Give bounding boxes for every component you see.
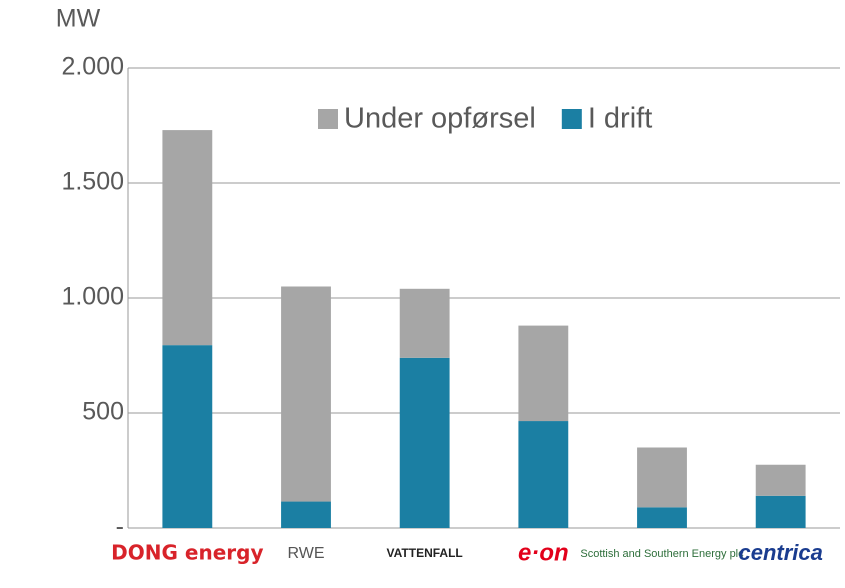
bar-segment (281, 501, 331, 528)
bar-segment (637, 447, 687, 508)
bar-segment (162, 130, 213, 346)
x-tick-label: DONG energy (111, 541, 263, 565)
legend-label: Under opførsel (344, 103, 536, 135)
y-tick-label: 2.000 (61, 53, 124, 81)
legend-swatch (318, 109, 338, 129)
bar-segment (162, 345, 213, 528)
bar-segment (755, 464, 806, 496)
legend-swatch (561, 109, 582, 129)
bar-segment (399, 288, 450, 358)
y-axis-label: MW (56, 5, 101, 33)
bar-segment (755, 495, 806, 528)
x-tick-label: RWE (287, 545, 324, 562)
bar-segment (281, 286, 331, 502)
legend-label: I drift (588, 103, 652, 135)
bar-segment (399, 357, 450, 528)
y-tick-label: 500 (82, 398, 124, 426)
y-tick-label: - (116, 513, 124, 541)
x-tick-label: e·on (518, 539, 569, 566)
bar-segment (637, 507, 687, 528)
x-tick-label: Scottish and Southern Energy plc (580, 548, 744, 560)
y-tick-label: 1.500 (61, 168, 124, 196)
x-tick-label: centrica (738, 540, 822, 565)
x-tick-label: VATTENFALL (387, 546, 463, 560)
y-tick-label: 1.000 (61, 283, 124, 311)
bar-segment (518, 325, 569, 422)
bar-segment (518, 421, 569, 528)
